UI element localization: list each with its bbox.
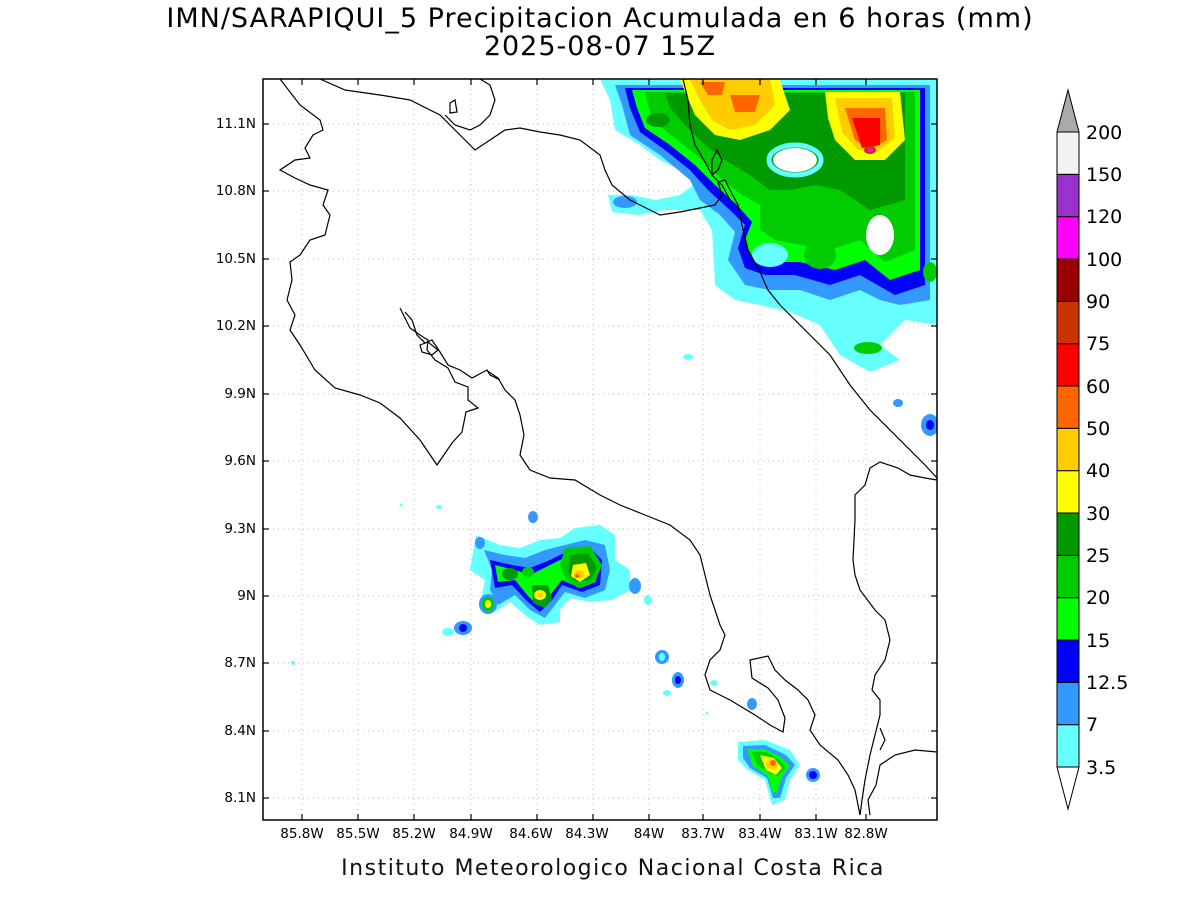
- lat-label: 8.7N: [224, 655, 256, 671]
- colorbar-swatch: [1056, 343, 1080, 387]
- lat-label: 9.6N: [224, 453, 256, 469]
- colorbar-label: 120: [1086, 206, 1123, 228]
- colorbar-swatch: [1056, 427, 1080, 472]
- colorbar-label: 40: [1086, 460, 1111, 482]
- lat-label: 8.4N: [224, 723, 256, 739]
- lon-label: 84W: [633, 826, 665, 842]
- lat-label: 11.1N: [215, 116, 256, 132]
- grid-lines: [263, 79, 937, 820]
- colorbar-swatch: [1056, 681, 1080, 726]
- map-datetime: 2025-08-07 15Z: [483, 31, 717, 62]
- lat-label: 10.8N: [215, 183, 256, 199]
- colorbar-swatch: [1056, 385, 1080, 429]
- colorbar-label: 25: [1086, 545, 1111, 567]
- lat-label: 10.5N: [215, 251, 256, 267]
- colorbar-swatch: [1056, 300, 1080, 345]
- colorbar-label: 15: [1086, 630, 1111, 652]
- colorbar-swatch: [1056, 173, 1080, 218]
- lon-label: 83.4W: [738, 826, 782, 842]
- colorbar-label: 90: [1086, 291, 1111, 313]
- colorbar-label: 150: [1086, 164, 1123, 186]
- colorbar-swatch: [1056, 554, 1080, 599]
- colorbar-max-triangle: [1056, 88, 1080, 133]
- lon-label: 85.5W: [336, 826, 380, 842]
- lat-label: 9.9N: [224, 386, 256, 402]
- colorbar-min-triangle: [1056, 766, 1080, 811]
- lon-label: 84.3W: [565, 826, 609, 842]
- rain-field-northeast: [600, 79, 937, 436]
- colorbar-label: 3.5: [1086, 757, 1117, 779]
- colorbar-swatch: [1056, 512, 1080, 556]
- colorbar-label: 200: [1086, 122, 1123, 144]
- lat-label: 10.2N: [215, 318, 256, 334]
- colorbar-label: 75: [1086, 333, 1111, 355]
- coastlines: [278, 79, 937, 816]
- colorbar: [1056, 88, 1080, 811]
- lat-label: 9N: [237, 588, 256, 604]
- colorbar-label: 30: [1086, 503, 1111, 525]
- map-frame: [262, 78, 938, 821]
- colorbar-swatch: [1056, 470, 1080, 514]
- axis-ticks: [263, 79, 937, 820]
- colorbar-label: 7: [1086, 714, 1099, 736]
- colorbar-swatch: [1056, 258, 1080, 302]
- footer-credit: Instituto Meteorologico Nacional Costa R…: [341, 856, 885, 881]
- colorbar-swatch: [1056, 131, 1080, 175]
- colorbar-label: 60: [1086, 376, 1111, 398]
- precipitation-fields: [291, 79, 937, 805]
- map-title: IMN/SARAPIQUI_5 Precipitacion Acumulada …: [166, 3, 1034, 34]
- rain-field-south: [655, 650, 820, 805]
- colorbar-swatch: [1056, 639, 1080, 683]
- colorbar-label: 12.5: [1086, 672, 1129, 694]
- lon-label: 82.8W: [844, 826, 888, 842]
- colorbar-swatch: [1056, 724, 1080, 768]
- colorbar-label: 50: [1086, 418, 1111, 440]
- lat-label: 9.3N: [224, 521, 256, 537]
- lon-label: 85.2W: [392, 826, 436, 842]
- rain-field-southwest: [291, 503, 652, 665]
- lon-label: 83.1W: [794, 826, 838, 842]
- colorbar-label: 100: [1086, 249, 1123, 271]
- lat-label: 8.1N: [224, 790, 256, 806]
- lon-label: 83.7W: [681, 826, 725, 842]
- lon-label: 84.6W: [509, 826, 553, 842]
- lon-label: 84.9W: [449, 826, 493, 842]
- colorbar-label: 20: [1086, 587, 1111, 609]
- colorbar-swatch: [1056, 597, 1080, 641]
- colorbar-swatch: [1056, 216, 1080, 260]
- lon-label: 85.8W: [280, 826, 324, 842]
